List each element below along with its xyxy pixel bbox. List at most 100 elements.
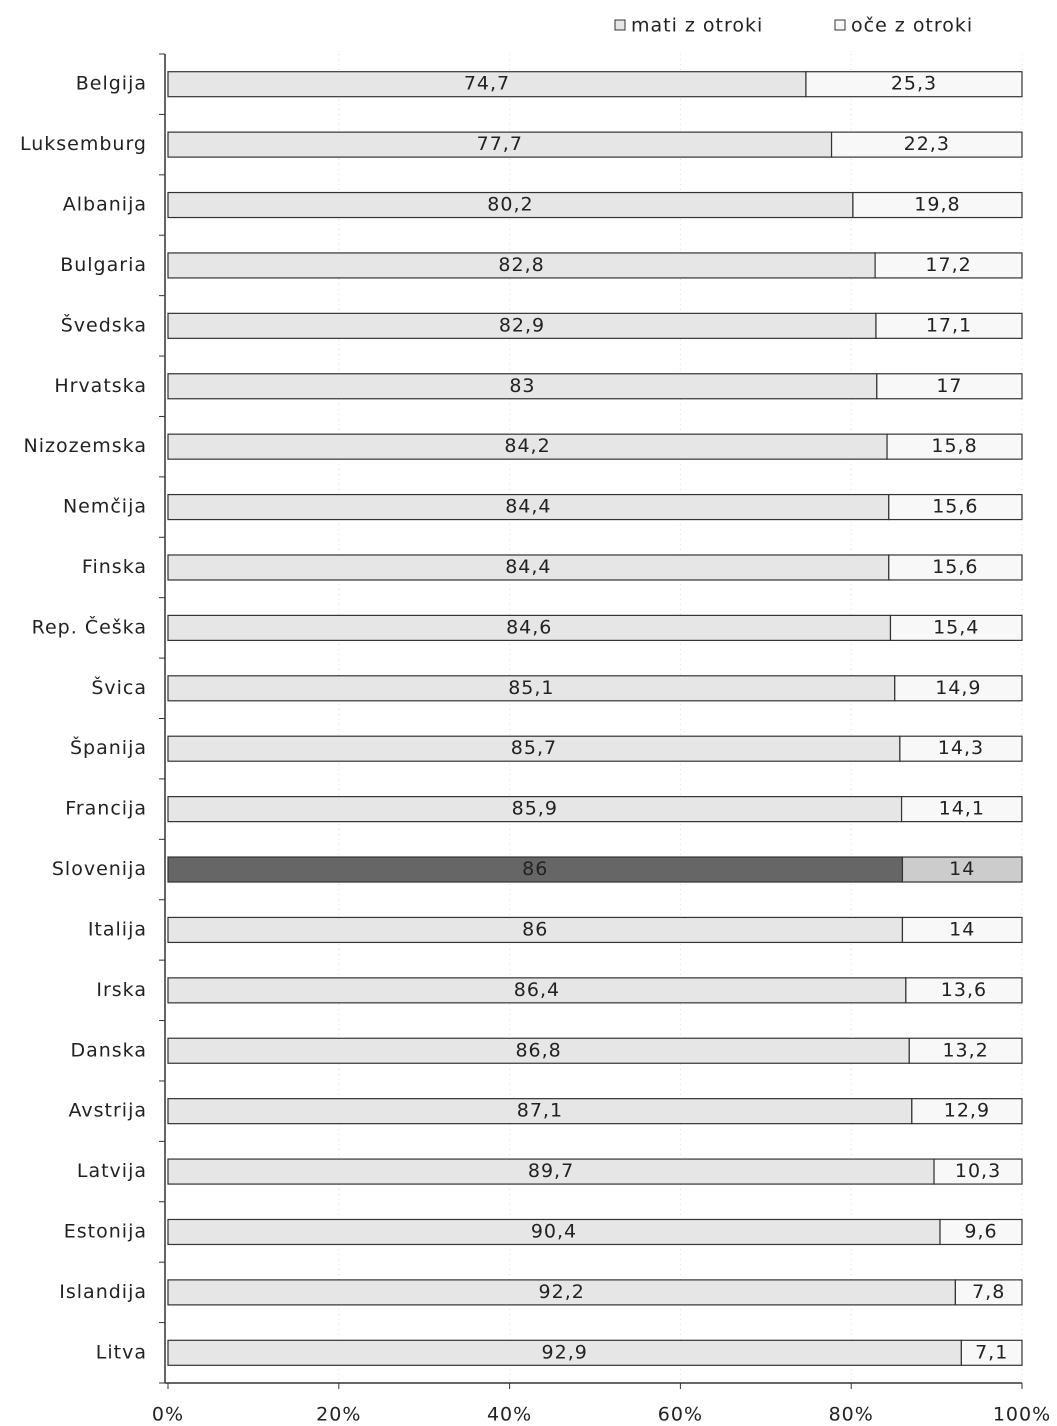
y-tick-label: Albanija xyxy=(63,194,147,216)
value-label: 13,2 xyxy=(942,1039,988,1061)
bar-segment xyxy=(886,433,1023,460)
y-tick-label: Slovenija xyxy=(52,858,147,880)
x-tick-label: 40% xyxy=(487,1404,532,1426)
bar-segment xyxy=(852,191,1023,219)
y-tick-label: Danska xyxy=(70,1039,147,1061)
value-label: 92,9 xyxy=(542,1341,588,1363)
bar-segment xyxy=(167,916,904,944)
y-tick-label: Švica xyxy=(91,675,147,699)
value-label: 7,8 xyxy=(972,1281,1005,1303)
bar-segment xyxy=(167,373,878,400)
y-tick-label: Islandija xyxy=(59,1281,147,1303)
value-label: 10,3 xyxy=(955,1160,1001,1182)
value-label: 80,2 xyxy=(487,194,533,216)
x-tick-label: 60% xyxy=(658,1404,703,1426)
y-tick-label: Litva xyxy=(96,1341,147,1363)
y-tick-label: Rep. Češka xyxy=(32,614,147,638)
bar-segment xyxy=(167,433,888,460)
y-tick-label: Hrvatska xyxy=(54,375,147,397)
bar-segment xyxy=(908,1037,1023,1064)
y-tick-label: Francija xyxy=(65,798,147,820)
value-label: 14,3 xyxy=(938,737,984,759)
value-label: 19,8 xyxy=(914,194,960,216)
bar-segment xyxy=(167,675,896,702)
bar-segment xyxy=(167,1218,941,1246)
bar-segment xyxy=(167,1098,913,1125)
value-label: 87,1 xyxy=(517,1100,563,1122)
bar-segment xyxy=(874,252,1023,279)
value-label: 85,7 xyxy=(511,737,557,759)
value-label: 22,3 xyxy=(904,133,950,155)
x-tick-label: 20% xyxy=(316,1404,361,1426)
bar-segment xyxy=(830,131,1023,158)
bar-segment xyxy=(899,735,1023,762)
value-label: 86 xyxy=(522,918,548,940)
bar-segment xyxy=(894,675,1023,702)
x-tick-label: 0% xyxy=(152,1404,184,1426)
bar-segment xyxy=(167,493,890,521)
y-tick-label: Finska xyxy=(82,556,147,578)
y-tick-label: Bulgaria xyxy=(60,254,147,276)
bar-segment xyxy=(167,252,876,279)
bar-segment xyxy=(939,1218,1023,1246)
bar-segment xyxy=(900,796,1023,823)
x-tick-label: 80% xyxy=(829,1404,874,1426)
value-label: 86,4 xyxy=(514,979,560,1001)
bar-segment xyxy=(933,1158,1023,1185)
bar-segment xyxy=(876,373,1023,400)
bar-segment xyxy=(888,554,1023,581)
legend-swatch xyxy=(834,19,846,31)
bar-segment xyxy=(167,191,854,219)
value-label: 13,6 xyxy=(941,979,987,1001)
y-tick-label: Nizozemska xyxy=(24,435,147,457)
bar-segment xyxy=(167,312,877,339)
value-label: 17,1 xyxy=(926,314,972,336)
bar-segment xyxy=(901,856,1023,883)
bar-segment xyxy=(960,1339,1023,1366)
bar-segment xyxy=(911,1098,1023,1125)
value-label: 82,8 xyxy=(498,254,544,276)
value-label: 84,4 xyxy=(505,496,551,518)
bar-segment xyxy=(167,735,901,762)
bar-segment xyxy=(888,493,1023,521)
value-label: 7,1 xyxy=(975,1341,1008,1363)
bar-segment xyxy=(954,1279,1023,1306)
value-label: 92,2 xyxy=(539,1281,585,1303)
bar-segment xyxy=(167,1339,962,1366)
bar-segment xyxy=(167,554,890,581)
value-label: 89,7 xyxy=(528,1160,574,1182)
bar-segment xyxy=(805,71,1023,98)
value-label: 74,7 xyxy=(464,73,510,95)
value-label: 86,8 xyxy=(515,1039,561,1061)
value-label: 17,2 xyxy=(925,254,971,276)
value-label: 83 xyxy=(509,375,535,397)
value-label: 84,2 xyxy=(504,435,550,457)
value-label: 85,1 xyxy=(508,677,554,699)
y-tick-label: Švedska xyxy=(61,312,147,336)
value-label: 9,6 xyxy=(964,1220,997,1242)
y-tick-label: Latvija xyxy=(77,1160,147,1182)
value-label: 77,7 xyxy=(477,133,523,155)
bar-segment xyxy=(167,1037,910,1064)
value-label: 15,6 xyxy=(932,496,978,518)
y-tick-label: Belgija xyxy=(76,73,147,95)
value-label: 84,4 xyxy=(505,556,551,578)
value-label: 15,8 xyxy=(931,435,977,457)
value-label: 17 xyxy=(936,375,962,397)
y-tick-label: Španija xyxy=(70,735,147,759)
y-tick-label: Luksemburg xyxy=(20,133,147,155)
bar-segment xyxy=(167,71,807,98)
legend-label: mati z otroki xyxy=(631,15,763,37)
bar-segment xyxy=(901,916,1023,944)
y-tick-label: Avstrija xyxy=(69,1100,148,1122)
value-label: 14 xyxy=(949,858,975,880)
bar-segment xyxy=(167,1279,956,1306)
y-tick-label: Italija xyxy=(88,918,147,940)
y-tick-label: Irska xyxy=(96,979,147,1001)
y-tick-label: Nemčija xyxy=(63,496,147,518)
x-tick-label: 100% xyxy=(993,1404,1051,1426)
value-label: 12,9 xyxy=(944,1100,990,1122)
value-label: 14 xyxy=(949,918,975,940)
bar-segment xyxy=(875,312,1023,339)
